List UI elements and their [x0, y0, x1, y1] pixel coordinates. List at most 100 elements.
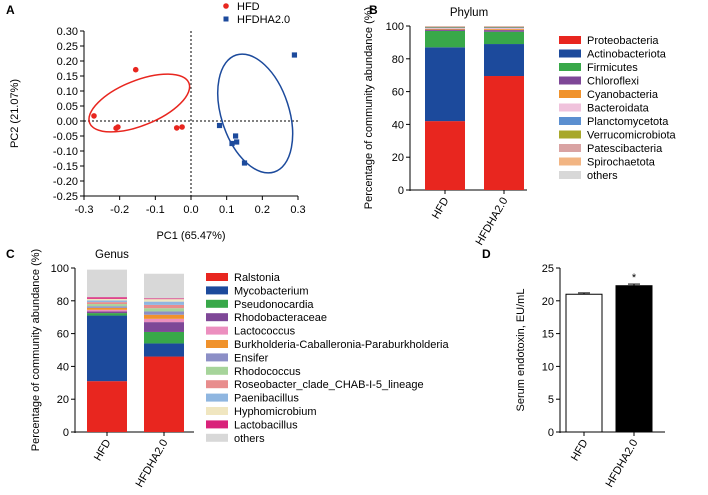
- legend-swatch: [559, 130, 581, 139]
- x-tick-label: 0.3: [290, 204, 305, 216]
- bar-segment: [484, 44, 524, 77]
- legend-swatch: [559, 76, 581, 85]
- x-tick-label: -0.1: [146, 204, 165, 216]
- bar-segment: [87, 306, 127, 308]
- legend-label: Chloroflexi: [587, 76, 639, 88]
- bar-segment: [87, 313, 127, 316]
- data-point: [229, 140, 235, 147]
- bar: [615, 285, 653, 433]
- bar-segment: [87, 300, 127, 303]
- legend-label: Actinobacteriota: [587, 49, 667, 61]
- legend-swatch: [206, 366, 228, 375]
- bar-segment: [484, 27, 524, 29]
- legend-swatch: [206, 433, 228, 442]
- bar-segment: [484, 30, 524, 32]
- x-tick-label: HFD: [92, 437, 114, 463]
- bar-segment: [87, 304, 127, 307]
- y-tick-label: 60: [57, 329, 69, 341]
- legend-label: Firmicutes: [587, 62, 638, 74]
- legend-marker: [223, 16, 229, 22]
- bar-segment: [144, 311, 184, 315]
- legend-label: HFDHA2.0: [237, 14, 290, 26]
- bar-segment: [87, 297, 127, 299]
- data-point: [91, 113, 97, 119]
- panel-letter-a: A: [6, 3, 15, 17]
- y-tick-label: 80: [392, 54, 404, 66]
- bar-segment: [425, 30, 465, 48]
- legend-label: Burkholderia-Caballeronia-Paraburkholder…: [234, 339, 450, 351]
- legend-label: Ralstonia: [234, 272, 281, 284]
- x-tick-label: HFDHA2.0: [604, 438, 641, 490]
- legend-swatch: [559, 171, 581, 179]
- legend-label: Ensifer: [234, 352, 269, 364]
- legend-swatch: [559, 157, 581, 166]
- panel-title: Genus: [95, 249, 129, 261]
- panel-letter-d: D: [482, 247, 491, 261]
- legend-label: Paenibacillus: [234, 393, 299, 405]
- x-tick-label: HFD: [569, 437, 591, 463]
- bar-segment: [87, 269, 127, 298]
- bar-segment: [425, 27, 465, 29]
- y-tick-label: 0: [63, 427, 69, 439]
- y-tick-label: 100: [51, 263, 69, 275]
- y-tick-label: 40: [57, 361, 69, 373]
- bar-segment: [425, 28, 465, 29]
- y-tick-label: 10: [542, 361, 554, 373]
- legend-label: others: [587, 170, 618, 182]
- bar-segment: [87, 311, 127, 314]
- legend-label: Mycobacterium: [234, 285, 309, 297]
- bar-segment: [144, 343, 184, 357]
- y-tick-label: 0.05: [57, 101, 78, 113]
- legend-swatch: [559, 63, 581, 71]
- legend-label: Rhodococcus: [234, 366, 301, 378]
- y-tick-label: 0.10: [57, 86, 78, 98]
- legend-swatch: [206, 407, 228, 415]
- legend-swatch: [559, 103, 581, 112]
- y-tick-label: 20: [542, 296, 554, 308]
- y-axis-title: PC2 (21.07%): [9, 79, 21, 148]
- legend-label: Roseobacter_clade_CHAB-I-5_lineage: [234, 379, 424, 391]
- y-tick-label: 20: [57, 394, 69, 406]
- x-tick-label: -0.2: [110, 204, 129, 216]
- bar-segment: [144, 318, 184, 323]
- x-axis-title: PC1 (65.47%): [156, 230, 225, 242]
- x-tick-label: HFDHA2.0: [474, 196, 511, 248]
- bar-segment: [425, 28, 465, 30]
- y-tick-label: -0.15: [53, 161, 78, 173]
- y-axis-title: Serum endotoxin, EU/mL: [515, 289, 527, 412]
- data-point: [241, 160, 248, 166]
- legend-label: Patescibacteria: [587, 143, 663, 155]
- x-tick-label: 0.1: [219, 204, 234, 216]
- legend-label: Cyanobacteria: [587, 89, 659, 101]
- legend-swatch: [206, 340, 228, 348]
- legend-label: Lactococcus: [234, 326, 296, 338]
- y-tick-label: 25: [542, 263, 554, 275]
- legend-swatch: [206, 326, 228, 335]
- x-tick-label: 0.2: [255, 204, 270, 216]
- bar-segment: [144, 322, 184, 332]
- bar-segment: [144, 314, 184, 319]
- bar-segment: [425, 29, 465, 31]
- y-tick-label: 60: [392, 87, 404, 99]
- legend-label: Verrucomicrobiota: [587, 130, 677, 142]
- bar-segment: [144, 301, 184, 305]
- y-tick-label: 40: [392, 119, 404, 131]
- bar-segment: [484, 31, 524, 45]
- data-point: [115, 124, 121, 130]
- bar-segment: [144, 331, 184, 344]
- bar-segment: [144, 298, 184, 300]
- bar-segment: [87, 302, 127, 305]
- legend-swatch: [206, 299, 228, 308]
- legend-label: Proteobacteria: [587, 35, 659, 47]
- bar-segment: [484, 76, 524, 190]
- pca-scatter-plot: 0.30 0.25 0.20 0.15 0.10 0.05 0.00 -0.05 -0.10 -0…: [9, 1, 306, 242]
- y-tick-label: 20: [392, 152, 404, 164]
- legend-label: Lactobacillus: [234, 419, 298, 431]
- phylum-stacked-bar: 0 20 40 60 80 100 Phylum HFD HFDHA2.0 Percentage …: [363, 7, 677, 248]
- y-tick-label: 0: [398, 185, 404, 197]
- bar-segment: [87, 381, 127, 432]
- bar-segment: [144, 356, 184, 432]
- y-tick-label: -0.10: [53, 146, 78, 158]
- legend-marker: [223, 3, 229, 9]
